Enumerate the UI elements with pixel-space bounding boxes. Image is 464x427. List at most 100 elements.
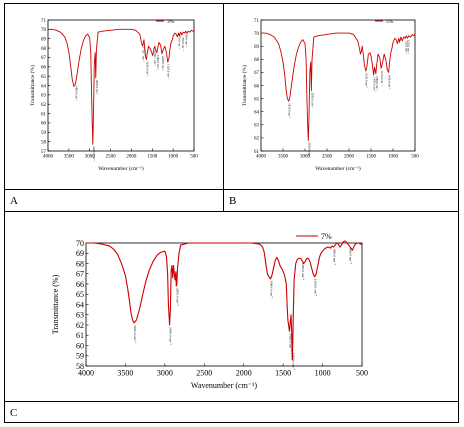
y-axis-label: Transmittance (%) [241, 65, 248, 106]
peak-label: 1380.0 cm⁻¹ [375, 76, 379, 91]
peak-label: 860.0 cm⁻¹ [333, 249, 337, 265]
ftir-chart-b: 4000 3500 3000 2500 2000 1500 1000 500 61 62 63 64 6… [241, 19, 419, 172]
x-tick-label: 1000 [315, 369, 331, 378]
y-tick-label: 58 [76, 362, 84, 371]
peak-label: 2855.0 cm⁻¹ [95, 80, 99, 95]
peak-label: 1420.0 cm⁻¹ [288, 333, 292, 351]
x-tick-label: 3500 [117, 369, 133, 378]
x-tick-label: 3500 [278, 155, 289, 160]
x-tick-label: 500 [190, 155, 198, 160]
peak-label: 1260.0 cm⁻¹ [301, 262, 305, 280]
y-tick-label: 69 [254, 45, 260, 50]
y-tick-label: 61 [76, 331, 84, 340]
x-tick-label: 2500 [106, 155, 117, 160]
x-axis-label: Wavenumber (cm⁻¹) [98, 165, 144, 172]
y-tick-label: 70 [41, 28, 47, 33]
y-tick-label: 70 [76, 239, 84, 248]
y-tick-label: 57 [41, 150, 47, 155]
x-tick-label: 1500 [366, 155, 377, 160]
peak-label: 1630.0 cm⁻¹ [365, 73, 369, 88]
y-tick-label: 64 [254, 110, 260, 115]
y-tick-label: 65 [254, 97, 260, 102]
peak-label: 2850.0 cm⁻¹ [310, 93, 314, 108]
peak-label: 1120.0 cm⁻¹ [167, 64, 171, 79]
y-tick-label: 67 [76, 270, 84, 279]
peak-label: 1630.0 cm⁻¹ [145, 61, 149, 76]
x-tick-label: 500 [356, 369, 368, 378]
peak-label: 2940.0 cm⁻¹ [169, 327, 173, 345]
panel-label-a: A [10, 195, 18, 207]
y-tick-label: 68 [254, 58, 260, 63]
peak-label: 700.0 cm⁻¹ [185, 33, 189, 47]
legend-label: 7% [321, 232, 332, 241]
peak-label: 3410.0 cm⁻¹ [288, 103, 292, 118]
x-axis-label: Wavenumber (cm⁻¹) [315, 165, 361, 172]
y-tick-label: 65 [76, 290, 84, 299]
y-tick-label: 58 [41, 140, 47, 145]
x-tick-label: 2000 [126, 155, 137, 160]
y-tick-label: 59 [76, 352, 84, 361]
y-tick-label: 63 [76, 311, 84, 320]
peak-label: 1380.0 cm⁻¹ [292, 353, 296, 371]
peak-label: 670.0 cm⁻¹ [407, 40, 411, 54]
y-tick-label: 66 [254, 84, 260, 89]
y-tick-label: 63 [254, 124, 260, 129]
y-tick-label: 68 [41, 47, 47, 52]
y-tick-label: 69 [76, 249, 84, 258]
peak-label: 2925.0 cm⁻¹ [92, 146, 96, 161]
peak-label: 720.0 cm⁻¹ [404, 40, 408, 54]
y-tick-label: 61 [41, 112, 47, 117]
y-tick-label: 67 [41, 56, 47, 61]
y-tick-label: 64 [41, 84, 47, 89]
y-tick-label: 61 [254, 150, 260, 155]
y-tick-label: 71 [254, 19, 260, 24]
y-tick-label: 65 [41, 75, 47, 80]
spectrum-line [86, 240, 362, 361]
x-tick-label: 3000 [85, 155, 96, 160]
x-tick-label: 2500 [322, 155, 333, 160]
peak-label: 3400.0 cm⁻¹ [75, 86, 79, 101]
x-tick-label: 2500 [196, 369, 212, 378]
legend-label: 3% [167, 19, 175, 25]
x-tick-label: 3000 [300, 155, 311, 160]
peak-label: 3420.0 cm⁻¹ [133, 325, 137, 343]
peak-label: 2920.0 cm⁻¹ [307, 143, 311, 158]
x-tick-label: 3500 [64, 155, 75, 160]
y-tick-label: 71 [41, 19, 47, 24]
peak-label: 1380.0 cm⁻¹ [156, 55, 160, 70]
x-tick-label: 1000 [388, 155, 399, 160]
x-tick-label: 2000 [236, 369, 252, 378]
peak-label: 2855.0 cm⁻¹ [175, 288, 179, 306]
y-tick-label: 69 [41, 37, 47, 42]
ftir-chart-a: 4000 3500 3000 2500 2000 1500 1000 500 57 58 59 60 6… [29, 19, 198, 172]
x-tick-label: 4000 [43, 155, 54, 160]
y-tick-label: 62 [41, 103, 47, 108]
y-tick-label: 62 [254, 137, 260, 142]
peak-label: 870.0 cm⁻¹ [178, 35, 182, 49]
x-tick-label: 3000 [157, 369, 173, 378]
legend-label: 5% [386, 19, 394, 25]
x-tick-label: 4000 [78, 369, 94, 378]
peak-label: 1100.0 cm⁻¹ [314, 279, 318, 297]
peak-label: 1459.7 cm⁻¹ [153, 51, 157, 66]
x-axis-label: Wavenumber (cm⁻¹) [191, 381, 258, 390]
y-axis-label: Transmittance (%) [51, 274, 60, 334]
peak-label: 1268.0 cm⁻¹ [161, 56, 165, 71]
peak-label: 1100.0 cm⁻¹ [388, 74, 392, 89]
y-tick-label: 59 [41, 131, 47, 136]
y-axis-label: Transmittance (%) [29, 65, 36, 106]
x-tick-label: 1500 [147, 155, 158, 160]
spectrum-line [261, 32, 416, 141]
x-tick-label: 2000 [344, 155, 355, 160]
y-tick-label: 60 [76, 341, 84, 350]
peak-label: 1450.0 cm⁻¹ [373, 77, 377, 92]
panel-label-b: B [229, 195, 236, 207]
x-tick-label: 1000 [168, 155, 179, 160]
y-tick-label: 67 [254, 71, 260, 76]
x-tick-label: 1500 [275, 369, 291, 378]
plot-frame [85, 242, 363, 367]
figure-frame [4, 3, 459, 423]
panel-label-c: C [10, 407, 17, 419]
